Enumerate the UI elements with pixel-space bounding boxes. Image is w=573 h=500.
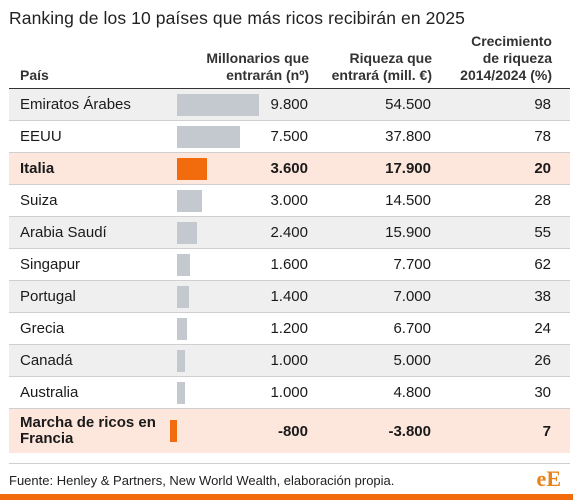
millonarios-bar: [177, 93, 259, 116]
row-country: Singapur: [20, 255, 81, 273]
row-riqueza: 7.000: [393, 288, 431, 305]
table-row: Suiza 3.000 14.500 28: [9, 185, 570, 217]
row-crecimiento: 7: [542, 422, 551, 440]
row-riqueza: -3.800: [388, 422, 431, 440]
row-riqueza: 5.000: [393, 352, 431, 369]
table-row: EEUU 7.500 37.800 78: [9, 121, 570, 153]
row-country: Arabia Saudí: [20, 223, 107, 241]
row-country: Canadá: [20, 351, 73, 369]
row-crecimiento: 26: [534, 352, 551, 369]
row-millonarios: 2.400: [270, 224, 308, 241]
row-millonarios: 3.000: [270, 192, 308, 209]
table-row: Emiratos Árabes 9.800 54.500 98: [9, 89, 570, 121]
row-riqueza: 54.500: [385, 96, 431, 113]
header-divider: [9, 88, 570, 89]
row-country: Australia: [20, 383, 79, 401]
row-riqueza: 6.700: [393, 320, 431, 337]
table-row: Singapur 1.600 7.700 62: [9, 249, 570, 281]
row-country: Emiratos Árabes: [20, 95, 131, 113]
row-millonarios: 9.800: [270, 96, 308, 113]
row-crecimiento: 62: [534, 256, 551, 273]
row-riqueza: 4.800: [393, 384, 431, 401]
row-riqueza: 14.500: [385, 192, 431, 209]
table-row: Australia 1.000 4.800 30: [9, 377, 570, 409]
millonarios-bar: [177, 253, 191, 276]
row-crecimiento: 55: [534, 224, 551, 241]
millonarios-bar: [177, 125, 240, 148]
table-body: Emiratos Árabes 9.800 54.500 98 EEUU 7.500 37.…: [9, 89, 570, 453]
row-riqueza: 37.800: [385, 128, 431, 145]
table-row: Marcha de ricos en Francia -800 -3.800 7: [9, 409, 570, 453]
row-millonarios: 1.200: [270, 320, 308, 337]
millonarios-bar: [177, 157, 208, 180]
chart-title: Ranking de los 10 países que más ricos r…: [9, 8, 466, 28]
row-millonarios: 1.600: [270, 256, 308, 273]
table-row: Italia 3.600 17.900 20: [9, 153, 570, 185]
row-millonarios: -800: [277, 422, 308, 440]
footer-divider: [9, 463, 570, 464]
table-row: Portugal 1.400 7.000 38: [9, 281, 570, 313]
row-country: Italia: [20, 159, 55, 177]
millonarios-bar: [177, 381, 186, 404]
row-country: Suiza: [20, 191, 58, 209]
row-country: Portugal: [20, 287, 76, 305]
row-crecimiento: 30: [534, 384, 551, 401]
row-millonarios: 1.000: [270, 352, 308, 369]
millonarios-bar: [170, 420, 177, 442]
header-crecimiento: Crecimiento de riqueza 2014/2024 (%): [460, 33, 552, 83]
header-pais: País: [20, 67, 49, 83]
row-country: Marcha de ricos en Francia: [20, 414, 156, 447]
row-millonarios: 1.400: [270, 288, 308, 305]
header-riqueza: Riqueza que entrará (mill. €): [331, 50, 432, 83]
millonarios-bar: [177, 221, 198, 244]
row-crecimiento: 98: [534, 96, 551, 113]
row-millonarios: 7.500: [270, 128, 308, 145]
header-millonarios: Millonarios que entrarán (nº): [206, 50, 309, 83]
row-riqueza: 7.700: [393, 256, 431, 273]
brand-bottom-bar: [0, 494, 573, 500]
publisher-logo: eE: [536, 466, 561, 491]
table-row: Grecia 1.200 6.700 24: [9, 313, 570, 345]
row-crecimiento: 78: [534, 128, 551, 145]
row-country: EEUU: [20, 127, 62, 145]
row-millonarios: 1.000: [270, 384, 308, 401]
row-millonarios: 3.600: [270, 160, 308, 177]
table-row: Canadá 1.000 5.000 26: [9, 345, 570, 377]
table-row: Arabia Saudí 2.400 15.900 55: [9, 217, 570, 249]
millonarios-bar: [177, 349, 186, 372]
row-crecimiento: 20: [534, 160, 551, 177]
source-note: Fuente: Henley & Partners, New World Wea…: [9, 473, 395, 488]
row-riqueza: 15.900: [385, 224, 431, 241]
row-country: Grecia: [20, 319, 65, 337]
row-crecimiento: 38: [534, 288, 551, 305]
row-riqueza: 17.900: [385, 160, 431, 177]
millonarios-bar: [177, 189, 203, 212]
row-crecimiento: 24: [534, 320, 551, 337]
millonarios-bar: [177, 317, 188, 340]
millonarios-bar: [177, 285, 189, 308]
row-crecimiento: 28: [534, 192, 551, 209]
